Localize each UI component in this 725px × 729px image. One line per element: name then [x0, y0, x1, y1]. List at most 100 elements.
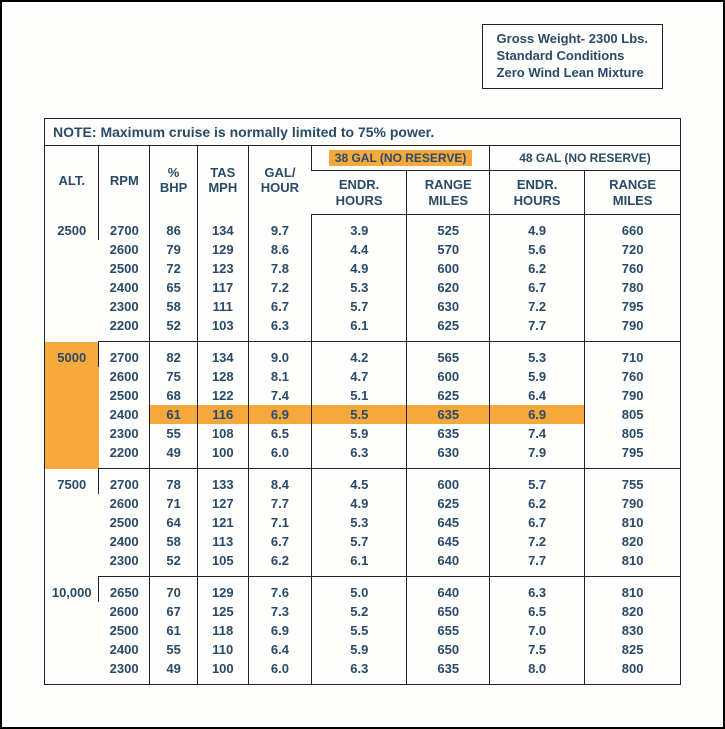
table-row: 2500721237.84.96006.2760: [45, 259, 680, 278]
cell-r38: 635: [407, 405, 490, 424]
cell-e48: 6.3: [489, 577, 584, 603]
cell-gal: 6.0: [248, 659, 312, 684]
cell-gal: 6.3: [248, 316, 312, 342]
cell-e38: 5.3: [312, 513, 407, 532]
cell-alt: 2500: [45, 215, 99, 342]
cell-e38: 5.7: [312, 532, 407, 551]
cell-gal: 6.9: [248, 405, 312, 424]
cell-r38: 630: [407, 297, 490, 316]
cell-r38: 650: [407, 640, 490, 659]
cell-r38: 640: [407, 577, 490, 603]
cell-rpm: 2300: [99, 659, 150, 684]
cell-bhp: 58: [150, 297, 198, 316]
cell-gal: 7.2: [248, 278, 312, 297]
cell-e38: 3.9: [312, 215, 407, 241]
cell-tas: 110: [197, 640, 248, 659]
cell-e38: 5.9: [312, 424, 407, 443]
conditions-box: Gross Weight- 2300 Lbs. Standard Conditi…: [482, 24, 663, 89]
conditions-line2: Standard Conditions: [497, 48, 648, 65]
table-row: 2600791298.64.45705.6720: [45, 240, 680, 259]
cell-rpm: 2700: [99, 469, 150, 495]
cell-r48: 805: [585, 424, 680, 443]
cell-r48: 790: [585, 386, 680, 405]
cell-r48: 790: [585, 316, 680, 342]
cell-gal: 7.8: [248, 259, 312, 278]
table-row: 2200521036.36.16257.7790: [45, 316, 680, 342]
table-row: 2400611166.95.56356.9805: [45, 405, 680, 424]
cell-bhp: 79: [150, 240, 198, 259]
cell-r48: 825: [585, 640, 680, 659]
cell-e38: 5.7: [312, 297, 407, 316]
cell-r38: 635: [407, 659, 490, 684]
cell-e38: 4.9: [312, 259, 407, 278]
cell-rpm: 2400: [99, 405, 150, 424]
cell-e48: 7.2: [489, 297, 584, 316]
cell-e38: 6.1: [312, 551, 407, 577]
cell-e38: 4.4: [312, 240, 407, 259]
cell-r38: 645: [407, 513, 490, 532]
cell-e48: 7.2: [489, 532, 584, 551]
cell-tas: 100: [197, 659, 248, 684]
cell-bhp: 86: [150, 215, 198, 241]
cell-tas: 121: [197, 513, 248, 532]
cell-gal: 6.7: [248, 297, 312, 316]
cell-bhp: 52: [150, 551, 198, 577]
col-range48: RANGEMILES: [585, 171, 680, 215]
cell-rpm: 2600: [99, 602, 150, 621]
cell-e38: 6.3: [312, 659, 407, 684]
cell-tas: 117: [197, 278, 248, 297]
table-row: 2500681227.45.16256.4790: [45, 386, 680, 405]
cell-gal: 8.6: [248, 240, 312, 259]
cell-gal: 9.0: [248, 342, 312, 368]
cell-tas: 129: [197, 577, 248, 603]
cell-e48: 6.9: [489, 405, 584, 424]
col-tas: TASMPH: [197, 146, 248, 215]
table-row: 2400581136.75.76457.2820: [45, 532, 680, 551]
cell-e48: 6.2: [489, 494, 584, 513]
cell-r48: 790: [585, 494, 680, 513]
cell-r48: 760: [585, 259, 680, 278]
cell-rpm: 2200: [99, 443, 150, 469]
cell-bhp: 49: [150, 443, 198, 469]
cell-e38: 5.9: [312, 640, 407, 659]
col-group-38: 38 GAL (NO RESERVE): [312, 146, 490, 171]
cell-r38: 625: [407, 386, 490, 405]
cell-r38: 620: [407, 278, 490, 297]
col-group-48: 48 GAL (NO RESERVE): [489, 146, 680, 171]
cell-r48: 800: [585, 659, 680, 684]
cell-e38: 4.2: [312, 342, 407, 368]
cell-e48: 7.7: [489, 316, 584, 342]
cell-e38: 4.5: [312, 469, 407, 495]
cell-rpm: 2600: [99, 240, 150, 259]
cell-r38: 600: [407, 367, 490, 386]
cell-e48: 6.7: [489, 513, 584, 532]
cell-e48: 5.6: [489, 240, 584, 259]
cell-e38: 5.3: [312, 278, 407, 297]
cell-r38: 655: [407, 621, 490, 640]
cell-bhp: 68: [150, 386, 198, 405]
table-row: 2300581116.75.76307.2795: [45, 297, 680, 316]
col-range38: RANGEMILES: [407, 171, 490, 215]
cell-e48: 7.4: [489, 424, 584, 443]
table-row: 2500611186.95.56557.0830: [45, 621, 680, 640]
cell-e48: 7.9: [489, 443, 584, 469]
cell-r38: 600: [407, 259, 490, 278]
cell-tas: 123: [197, 259, 248, 278]
cell-bhp: 78: [150, 469, 198, 495]
cell-bhp: 49: [150, 659, 198, 684]
cell-tas: 113: [197, 532, 248, 551]
table-row: 2600671257.35.26506.5820: [45, 602, 680, 621]
cell-rpm: 2500: [99, 259, 150, 278]
cell-r48: 805: [585, 405, 680, 424]
cell-e38: 5.5: [312, 405, 407, 424]
conditions-line1: Gross Weight- 2300 Lbs.: [497, 31, 648, 48]
cell-bhp: 61: [150, 621, 198, 640]
cell-e48: 7.7: [489, 551, 584, 577]
cell-r48: 810: [585, 551, 680, 577]
table-row: 10,0002650701297.65.06406.3810: [45, 577, 680, 603]
cell-r48: 795: [585, 443, 680, 469]
cell-r48: 780: [585, 278, 680, 297]
col-alt: ALT.: [45, 146, 99, 215]
cell-bhp: 75: [150, 367, 198, 386]
cell-e48: 7.5: [489, 640, 584, 659]
